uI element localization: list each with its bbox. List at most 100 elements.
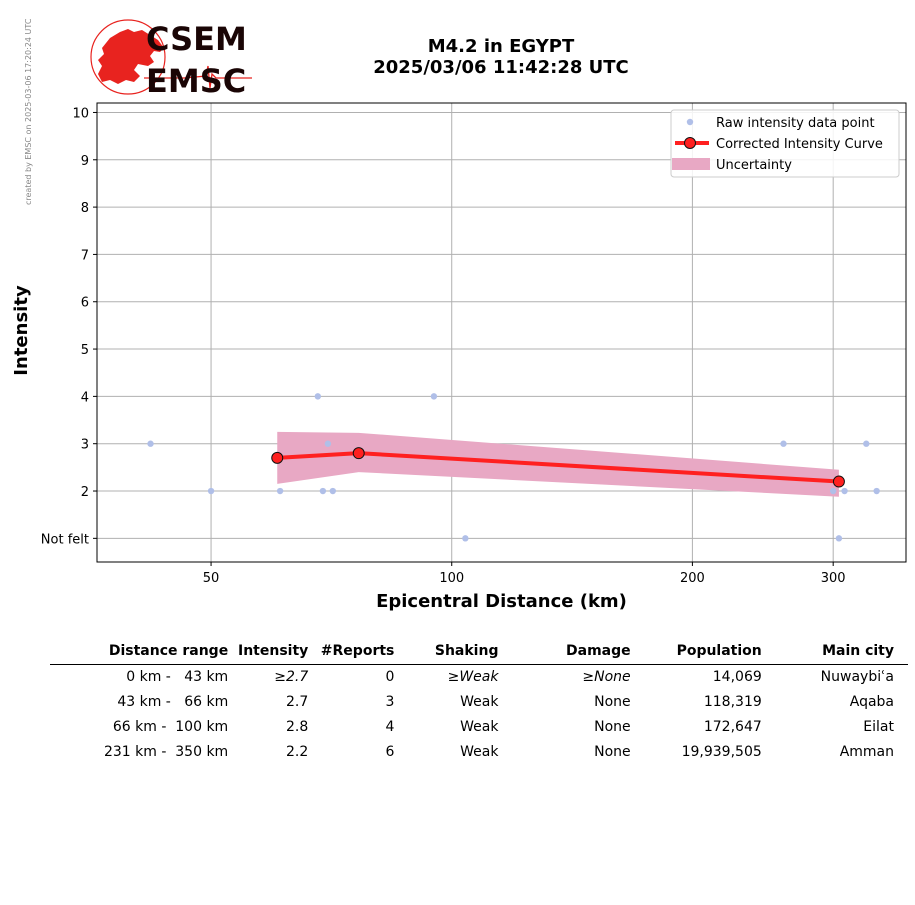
table-cell-city: Eilat xyxy=(863,719,894,735)
legend: Raw intensity data point Corrected Intens… xyxy=(670,109,900,178)
corrected-intensity-marker xyxy=(832,475,845,488)
raw-intensity-point xyxy=(207,487,215,495)
table-cell-reports: 0 xyxy=(385,669,395,685)
chart-title: M4.2 in EGYPT 2025/03/06 11:42:28 UTC xyxy=(300,36,702,78)
raw-intensity-point xyxy=(780,440,787,447)
raw-intensity-point xyxy=(873,487,880,495)
table-cell-range: 66 km - 100 km xyxy=(112,719,229,735)
table-cell-damage: None xyxy=(594,694,631,710)
emsc-logo: CSEM EMSC xyxy=(90,19,252,98)
table-cell-city: Aqaba xyxy=(849,694,894,710)
raw-intensity-point xyxy=(835,535,843,542)
corrected-intensity-marker xyxy=(271,451,284,464)
table-cell-intensity: ≥2.7 xyxy=(274,669,309,685)
y-tick-label: 8 xyxy=(81,201,89,216)
raw-intensity-point xyxy=(829,487,837,495)
table-cell-shaking: ≥Weak xyxy=(447,669,499,685)
y-tick-label: 9 xyxy=(81,154,89,169)
logo-globe-outline xyxy=(90,19,166,95)
credit-text: created by EMSC on 2025-03-06 17:20:24 U… xyxy=(24,18,33,205)
table-row: 231 km - 350 km 2.2 6 Weak None 19,939,505 Amm… xyxy=(50,740,908,765)
raw-intensity-point xyxy=(324,440,332,447)
table-cell-range: 231 km - 350 km xyxy=(103,744,229,760)
table-cell-damage: ≥None xyxy=(582,669,631,685)
table-header-cell: Intensity xyxy=(228,640,309,665)
table-cell-city: Nuwaybiʿa xyxy=(820,669,894,685)
table-body: 0 km - 43 km ≥2.7 0 ≥Weak ≥None 14,069 Nuwaybi… xyxy=(50,665,908,766)
legend-band-swatch xyxy=(672,158,710,170)
y-tick-label: 10 xyxy=(72,106,89,121)
y-tick-label: 2 xyxy=(81,485,89,500)
legend-label: Raw intensity data point xyxy=(716,116,875,131)
table-cell-population: 19,939,505 xyxy=(681,744,762,760)
y-tick-label: 3 xyxy=(81,438,89,453)
table-cell-city: Amman xyxy=(839,744,894,760)
table-cell-range: 0 km - 43 km xyxy=(126,669,229,685)
title-line-event: M4.2 in EGYPT xyxy=(427,36,575,57)
raw-intensity-point xyxy=(329,487,337,495)
table-cell-intensity: 2.7 xyxy=(286,694,309,710)
raw-intensity-point xyxy=(841,487,848,495)
table-header-row: Distance range Intensity #Reports Shaking Da… xyxy=(50,640,908,665)
table-header-cell: Distance range xyxy=(50,640,229,665)
table-cell-intensity: 2.8 xyxy=(286,719,309,735)
table-cell-population: 172,647 xyxy=(703,719,762,735)
plot-frame xyxy=(96,102,907,563)
legend-raw-point-swatch xyxy=(686,118,694,126)
raw-intensity-point xyxy=(319,487,327,495)
table-cell-shaking: Weak xyxy=(460,694,499,710)
logo-map-icon xyxy=(98,29,164,84)
x-tick-label: 100 xyxy=(439,571,464,586)
table-cell-intensity: 2.2 xyxy=(286,744,309,760)
table-row: 66 km - 100 km 2.8 4 Weak None 172,647 Eilat xyxy=(50,715,908,740)
x-tick-label: 300 xyxy=(821,571,846,586)
table-header-cell: Population xyxy=(630,640,762,665)
table-cell-damage: None xyxy=(594,744,631,760)
y-tick-label: 5 xyxy=(81,343,89,358)
table-header-cell: Main city xyxy=(761,640,908,665)
table-row: 43 km - 66 km 2.7 3 Weak None 118,319 Aqaba xyxy=(50,690,908,715)
y-axis-label: Intensity xyxy=(11,285,32,376)
corrected-intensity-marker xyxy=(352,447,365,460)
corrected-curve-layer xyxy=(271,447,845,488)
raw-intensity-point xyxy=(462,535,469,542)
intensity-summary-table: Distance range Intensity #Reports Shaking Da… xyxy=(50,640,908,765)
raw-points-layer xyxy=(147,393,880,542)
raw-intensity-point xyxy=(276,487,284,495)
y-tick-label: Not felt xyxy=(41,532,89,547)
legend-curve-marker-swatch xyxy=(684,137,696,149)
raw-intensity-point xyxy=(314,393,322,400)
logo-seismogram-line xyxy=(144,65,252,89)
credit-label: created by EMSC on 2025-03-06 17:20:24 U… xyxy=(24,18,33,205)
x-axis-label: Epicentral Distance (km) xyxy=(376,591,627,612)
x-tick-label: 50 xyxy=(203,571,220,586)
table-cell-reports: 4 xyxy=(385,719,395,735)
y-tick-label: 4 xyxy=(81,390,89,405)
table-cell-shaking: Weak xyxy=(460,719,499,735)
raw-intensity-point xyxy=(430,393,438,400)
table-row: 0 km - 43 km ≥2.7 0 ≥Weak ≥None 14,069 Nuwaybi… xyxy=(50,665,908,691)
y-tick-label: 7 xyxy=(81,248,89,263)
table-header-cell: #Reports xyxy=(308,640,395,665)
table-cell-population: 118,319 xyxy=(703,694,762,710)
legend-label: Corrected Intensity Curve xyxy=(716,137,883,152)
table-header-cell: Damage xyxy=(498,640,631,665)
table-cell-range: 43 km - 66 km xyxy=(117,694,229,710)
intensity-chart: 50 100 200 300 Not felt 2 3 4 5 6 7 8 9 10 Epicentral… xyxy=(11,102,907,612)
table-cell-reports: 3 xyxy=(385,694,395,710)
table-cell-reports: 6 xyxy=(385,744,395,760)
table-cell-population: 14,069 xyxy=(712,669,762,685)
y-tick-label: 6 xyxy=(81,296,89,311)
table-cell-shaking: Weak xyxy=(460,744,499,760)
x-tick-label: 200 xyxy=(680,571,705,586)
table-cell-damage: None xyxy=(594,719,631,735)
axis-ticks: 50 100 200 300 Not felt 2 3 4 5 6 7 8 9 10 xyxy=(41,106,846,586)
legend-box xyxy=(670,109,900,178)
table-header-cell: Shaking xyxy=(394,640,499,665)
logo-text-bottom: EMSC xyxy=(146,62,246,98)
legend-label: Uncertainty xyxy=(716,158,792,173)
raw-intensity-point xyxy=(147,440,154,447)
raw-intensity-point xyxy=(863,440,870,447)
logo-text-top: CSEM xyxy=(146,20,247,58)
title-line-datetime: 2025/03/06 11:42:28 UTC xyxy=(373,57,629,78)
